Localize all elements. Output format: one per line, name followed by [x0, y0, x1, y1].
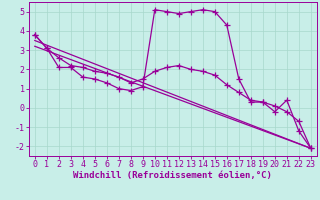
X-axis label: Windchill (Refroidissement éolien,°C): Windchill (Refroidissement éolien,°C) [73, 171, 272, 180]
